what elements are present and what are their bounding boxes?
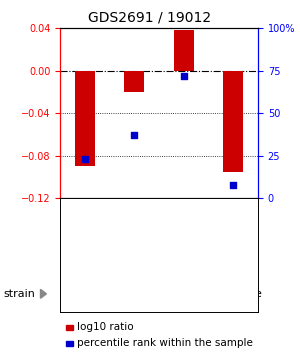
Bar (66, 325, 73, 330)
Bar (110, 198, 159, 276)
Text: GSM176611: GSM176611 (129, 208, 139, 267)
Polygon shape (40, 289, 46, 298)
Point (82, 156, 87, 162)
Text: wild type: wild type (84, 289, 135, 299)
Point (231, 182, 236, 188)
Bar (124, 71, 144, 92)
Text: GDS2691 / 19012: GDS2691 / 19012 (88, 11, 212, 25)
Text: GSM175765: GSM175765 (228, 207, 238, 267)
Bar (159, 276, 258, 312)
Bar (60, 198, 110, 276)
Text: log10 ratio: log10 ratio (77, 322, 134, 332)
Text: dominant negative: dominant negative (156, 289, 261, 299)
Bar (208, 198, 258, 276)
Text: GSM175764: GSM175764 (179, 207, 189, 267)
Bar (174, 30, 194, 71)
Point (132, 132, 137, 138)
Bar (66, 341, 73, 346)
Text: percentile rank within the sample: percentile rank within the sample (77, 338, 253, 348)
Bar (159, 198, 208, 276)
Bar (60, 276, 159, 312)
Bar (223, 71, 243, 172)
Point (181, 73, 186, 79)
Bar (75, 71, 95, 166)
Text: GSM176606: GSM176606 (80, 208, 90, 267)
Text: strain: strain (3, 289, 35, 299)
